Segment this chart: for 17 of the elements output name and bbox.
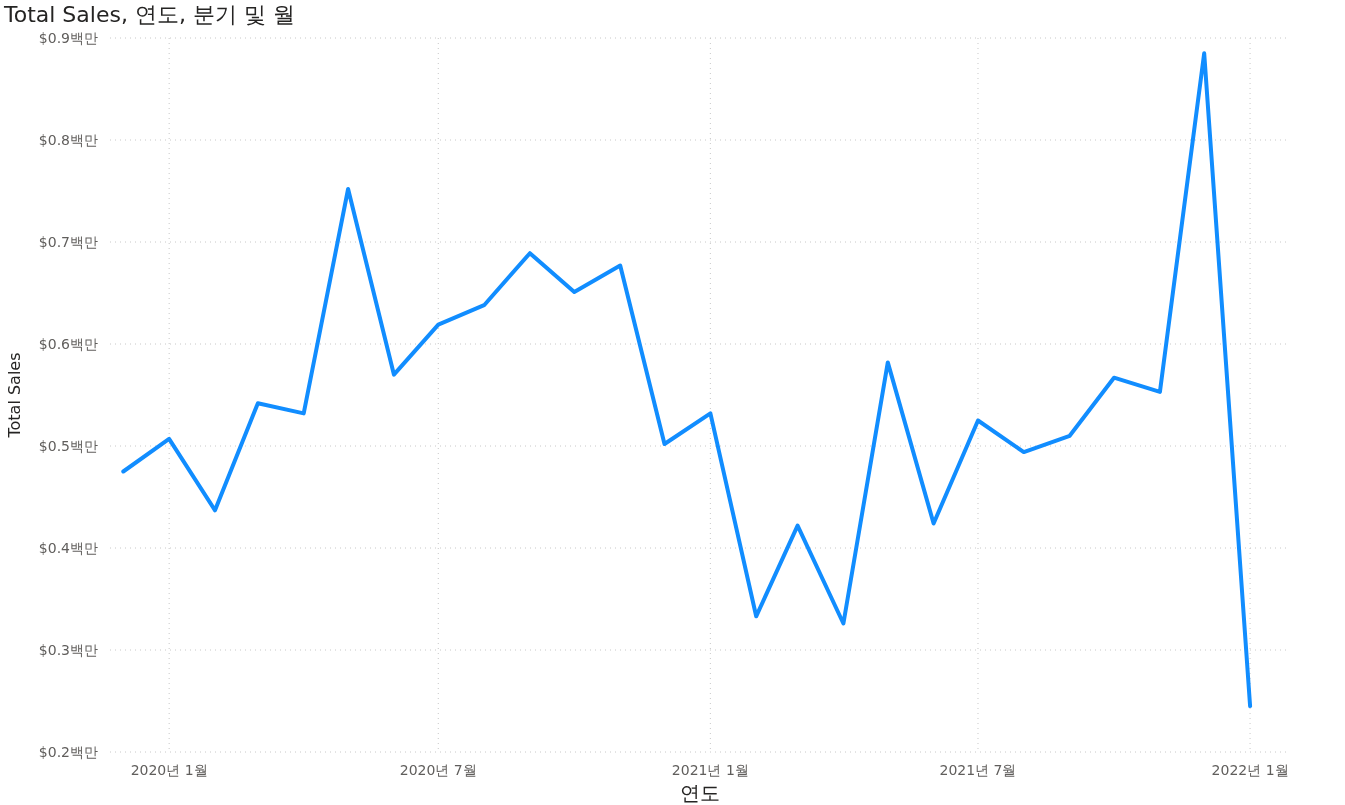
x-tick-label: 2020년 7월 [399,762,477,778]
x-tick-label: 2021년 1월 [671,762,749,778]
y-tick-label: $0.4백만 [38,540,98,556]
y-tick-label: $0.5백만 [38,438,98,454]
y-tick-label: $0.3백만 [38,642,98,658]
y-tick-label: $0.8백만 [38,132,98,148]
x-tick-label: 2020년 1월 [130,762,208,778]
y-tick-label: $0.2백만 [38,744,98,760]
line-series [121,51,1253,709]
y-tick-label: $0.6백만 [38,336,98,352]
y-tick-label: $0.9백만 [38,30,98,46]
x-tick-label: 2022년 1월 [1211,762,1289,778]
x-axis-title: 연도 [680,781,720,805]
y-axis-title: Total Sales [5,352,24,439]
chart-title: Total Sales, 연도, 분기 및 월 [3,2,295,27]
y-tick-label: $0.7백만 [38,234,98,250]
x-tick-label: 2021년 7월 [939,762,1017,778]
